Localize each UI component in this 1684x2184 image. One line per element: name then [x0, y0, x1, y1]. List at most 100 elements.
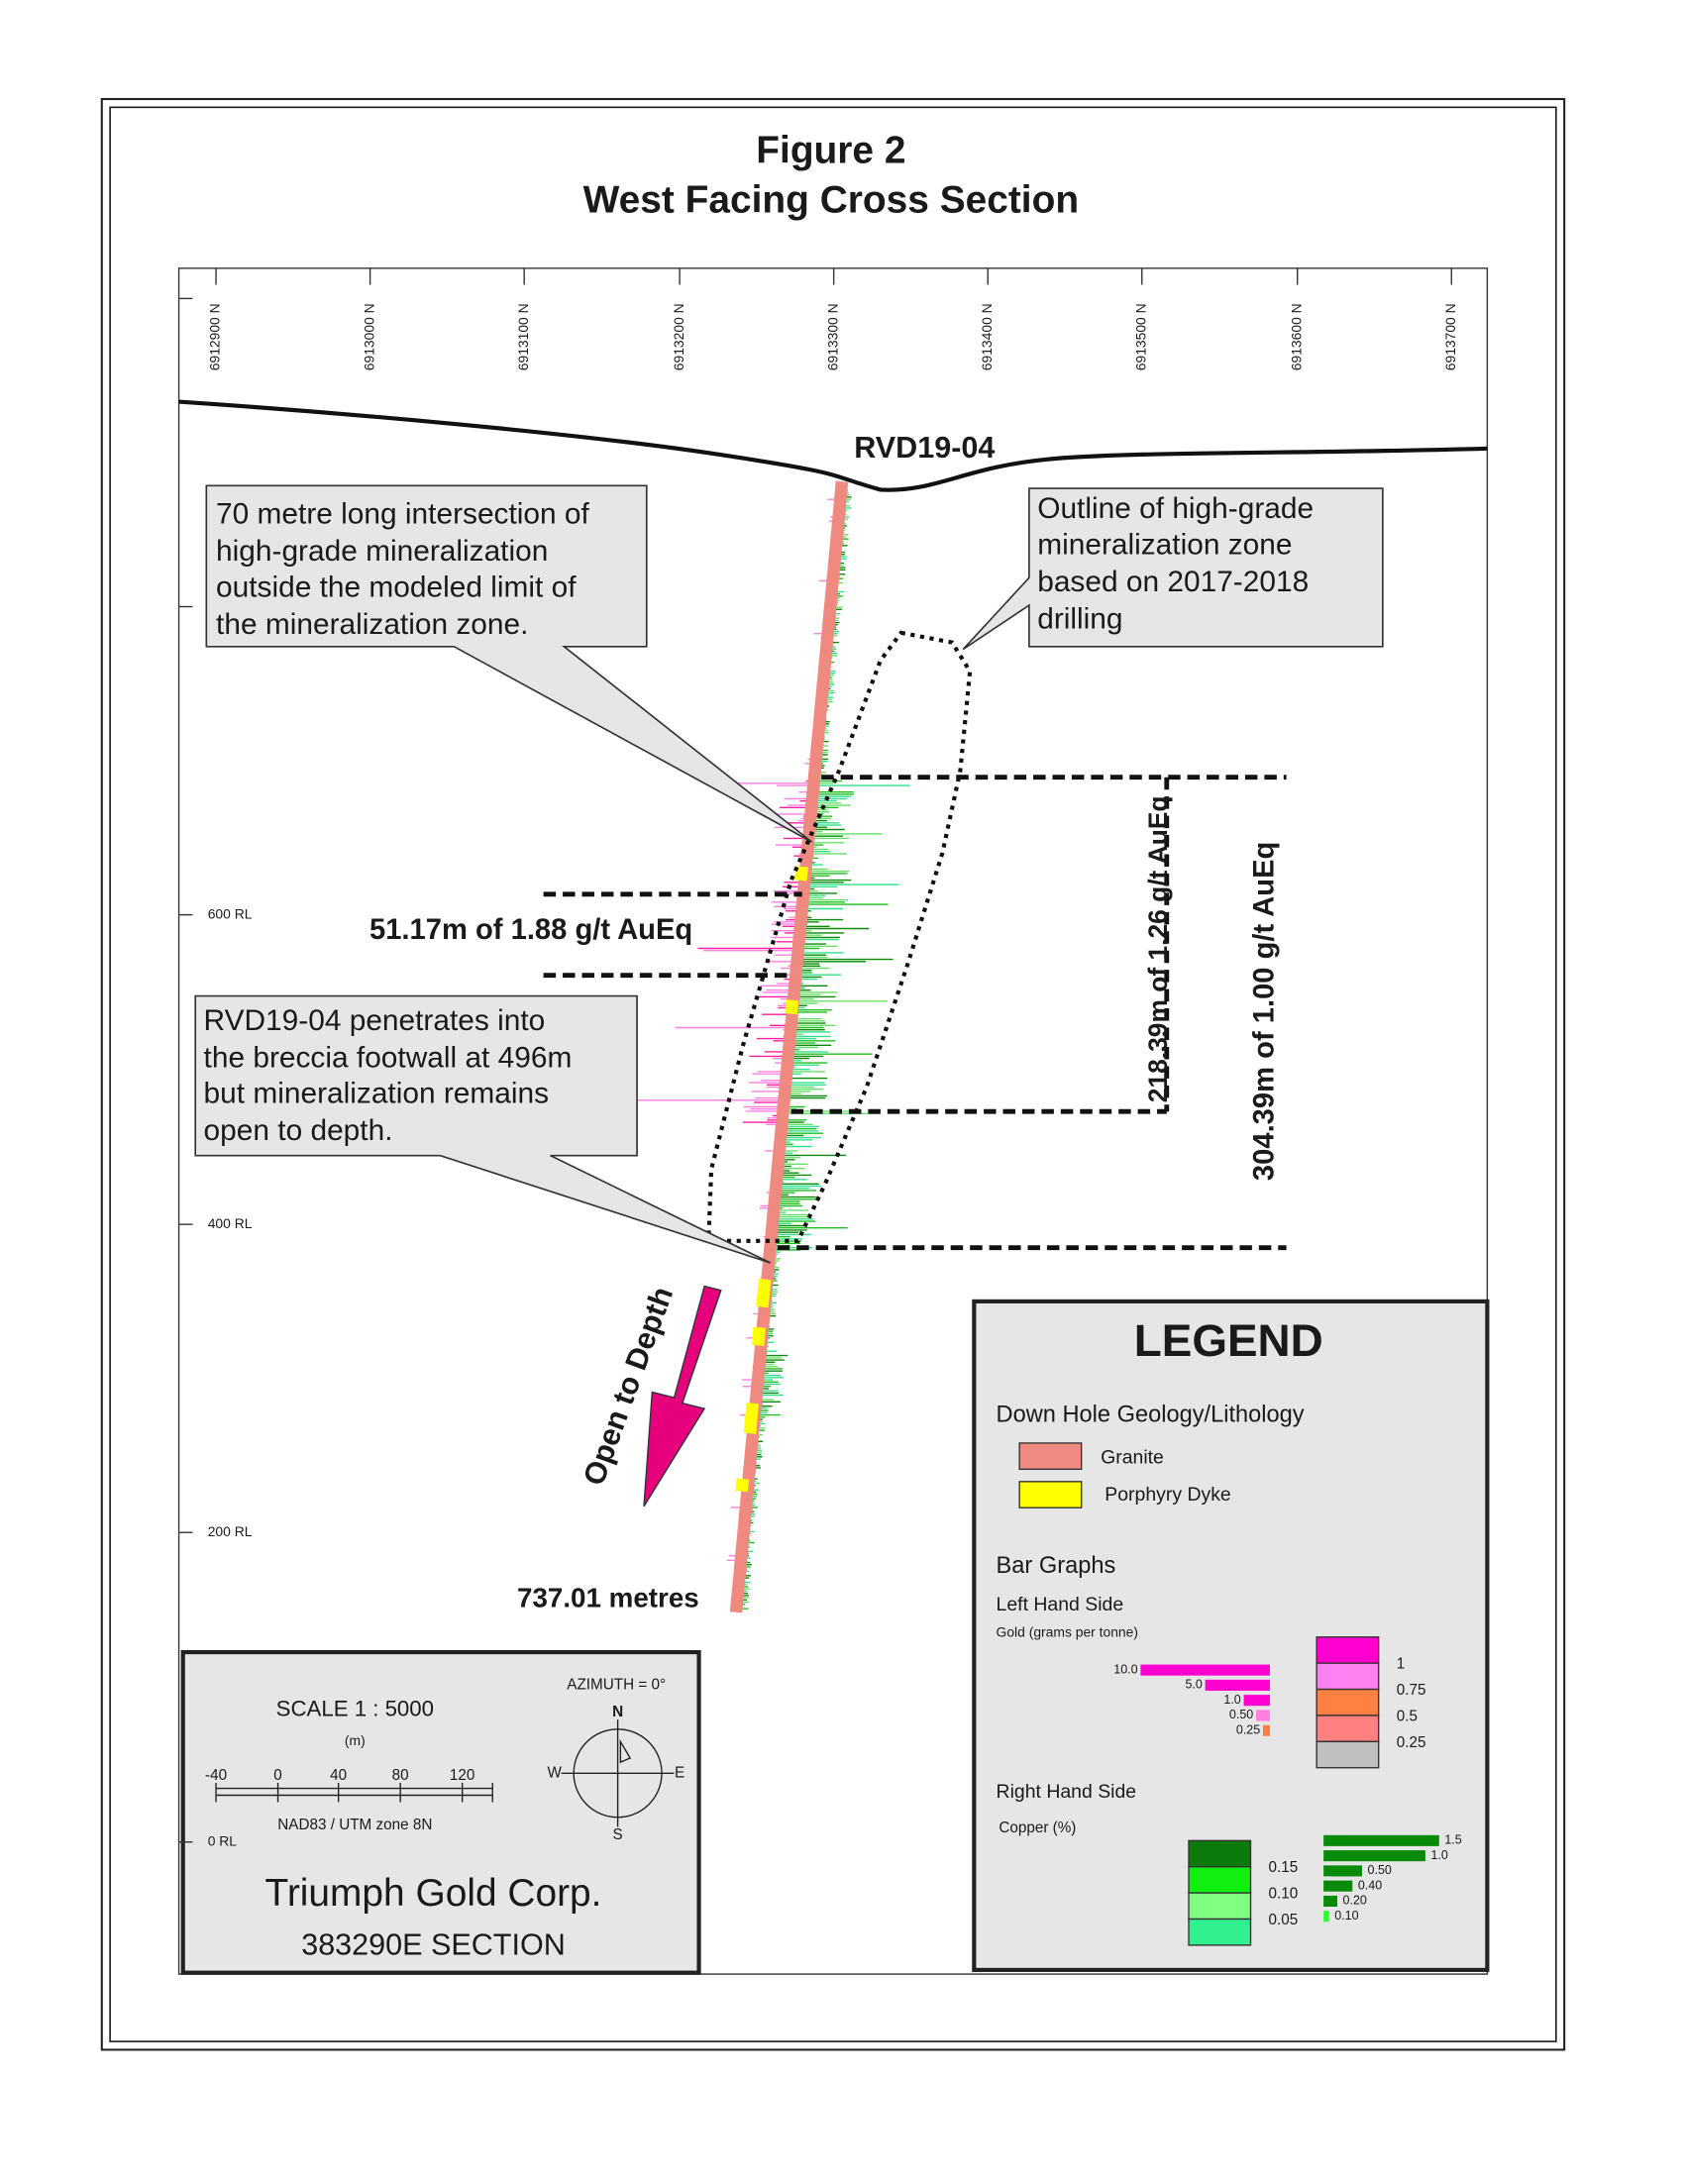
subtitle: West Facing Cross Section — [583, 178, 1079, 221]
legend-item: 1 — [1397, 1656, 1406, 1673]
copper-scale-bar — [1323, 1865, 1362, 1877]
swatch — [1188, 1918, 1252, 1946]
legend-item: 10.0 — [1113, 1662, 1137, 1676]
legend-item: 1.5 — [1444, 1833, 1461, 1847]
northing-label: 6913700 N — [1442, 303, 1458, 370]
swatch — [1316, 1636, 1380, 1664]
gold-scale-bar — [1140, 1664, 1270, 1676]
swatch — [1018, 1442, 1083, 1471]
gold-scale-bar — [1263, 1724, 1270, 1736]
scale-tick: 40 — [330, 1767, 347, 1784]
legend-title: LEGEND — [1134, 1315, 1323, 1366]
northing-label: 6913400 N — [979, 303, 995, 370]
swatch — [1316, 1688, 1380, 1716]
elevation-label: 400 RL — [208, 1215, 253, 1231]
legend-heading: Gold (grams per tonne) — [997, 1623, 1138, 1639]
gold-scale-bar — [1243, 1695, 1270, 1707]
topography — [178, 399, 1488, 492]
intercept: 218.39m of 1.26 g/t AuEq — [1143, 795, 1173, 1102]
legend-item: 0.15 — [1269, 1859, 1299, 1876]
callout-text: 70 metre long intersection of — [216, 498, 589, 531]
porphyry-dykes — [735, 866, 808, 1493]
legend-heading: Bar Graphs — [997, 1553, 1116, 1579]
callout-text: outside the modeled limit of — [216, 571, 577, 603]
copper-scale-bar — [1323, 1895, 1337, 1907]
northing-label: 6913000 N — [361, 303, 376, 370]
legend-item: 0.75 — [1397, 1682, 1426, 1699]
northing-label: 6912900 N — [207, 303, 223, 370]
intercept-lines — [543, 775, 1287, 1251]
scale-tick: -40 — [205, 1767, 227, 1784]
swatch — [1018, 1481, 1083, 1508]
compass-label: N — [612, 1704, 623, 1720]
mineralization-outline — [706, 630, 973, 1243]
callout-text: Outline of high-grade — [1037, 492, 1314, 525]
legend-item: 0.5 — [1397, 1708, 1418, 1724]
compass-label: E — [675, 1764, 684, 1781]
copper-scale-bar — [1323, 1834, 1439, 1846]
legend-item: 0.25 — [1397, 1734, 1426, 1751]
legend-item: 0.40 — [1358, 1878, 1382, 1892]
elevation-label: 200 RL — [208, 1523, 253, 1539]
callout-text: based on 2017-2018 — [1037, 566, 1309, 598]
swatch — [1316, 1662, 1380, 1691]
legend-heading: Down Hole Geology/Lithology — [997, 1402, 1305, 1427]
compass-label: S — [613, 1826, 623, 1843]
legend-item: 1.0 — [1223, 1693, 1240, 1707]
legend-item: 0.25 — [1236, 1723, 1260, 1737]
callout-text: high-grade mineralization — [216, 535, 548, 568]
scale-tick: 80 — [392, 1767, 409, 1784]
scale: SCALE 1 : 5000 — [276, 1696, 434, 1720]
northing-label: 6913500 N — [1132, 303, 1148, 370]
compass — [561, 1719, 675, 1827]
scale-tick: 120 — [450, 1767, 474, 1784]
scale-box — [180, 1649, 701, 1975]
copper-scale-bar — [1323, 1911, 1329, 1923]
legend-item: Porphyry Dyke — [1105, 1484, 1230, 1506]
depth-arrow — [643, 1285, 722, 1508]
gold-scale-bar — [1205, 1679, 1270, 1691]
intercept: 304.39m of 1.00 g/t AuEq — [1248, 842, 1280, 1181]
legend-item: Granite — [1101, 1446, 1164, 1468]
hole-length: 737.01 metres — [517, 1583, 699, 1613]
title: Figure 2 — [756, 129, 905, 171]
scale-tick: 0 — [273, 1767, 281, 1784]
callout-text: the breccia footwall at 496m — [204, 1041, 573, 1074]
callout-text: mineralization zone — [1037, 528, 1292, 561]
legend-heading: Copper (%) — [999, 1820, 1076, 1836]
intercept: 51.17m of 1.88 g/t AuEq — [369, 914, 692, 946]
legend-item: 0.10 — [1334, 1909, 1358, 1923]
swatch — [1188, 1892, 1252, 1921]
scale-bar — [215, 1783, 493, 1803]
gold-scale-bar — [1256, 1710, 1270, 1721]
northing-label: 6913200 N — [671, 303, 686, 370]
northing-label: 6913100 N — [515, 303, 531, 370]
legend-item: 1.0 — [1430, 1848, 1447, 1862]
callout-text: open to depth. — [204, 1114, 393, 1147]
legend-item: 0.50 — [1229, 1708, 1253, 1721]
datum: NAD83 / UTM zone 8N — [277, 1817, 432, 1833]
swatch — [1316, 1715, 1380, 1743]
swatch — [1188, 1839, 1252, 1868]
legend-heading: Right Hand Side — [997, 1781, 1137, 1803]
legend-item: 0.05 — [1269, 1912, 1299, 1928]
copper-scale-bar — [1323, 1880, 1353, 1892]
legend-item: 5.0 — [1185, 1678, 1202, 1692]
callouts — [194, 484, 1384, 1264]
section: 383290E SECTION — [301, 1927, 566, 1961]
copper-scale-bar — [1323, 1850, 1425, 1862]
swatch — [1188, 1866, 1252, 1894]
callout-text: but mineralization remains — [204, 1077, 550, 1109]
inner-border — [109, 106, 1557, 2042]
scale-unit: (m) — [345, 1732, 366, 1748]
legend-item: 0.50 — [1368, 1863, 1392, 1877]
northing-label: 6913300 N — [824, 303, 840, 370]
swatch — [1316, 1740, 1380, 1769]
hole-name: RVD19-04 — [854, 431, 995, 465]
elevation-label: 0 RL — [208, 1832, 238, 1848]
compass-label: W — [548, 1764, 563, 1781]
elevation-label: 600 RL — [208, 905, 253, 921]
legend-item: 0.10 — [1269, 1886, 1299, 1903]
